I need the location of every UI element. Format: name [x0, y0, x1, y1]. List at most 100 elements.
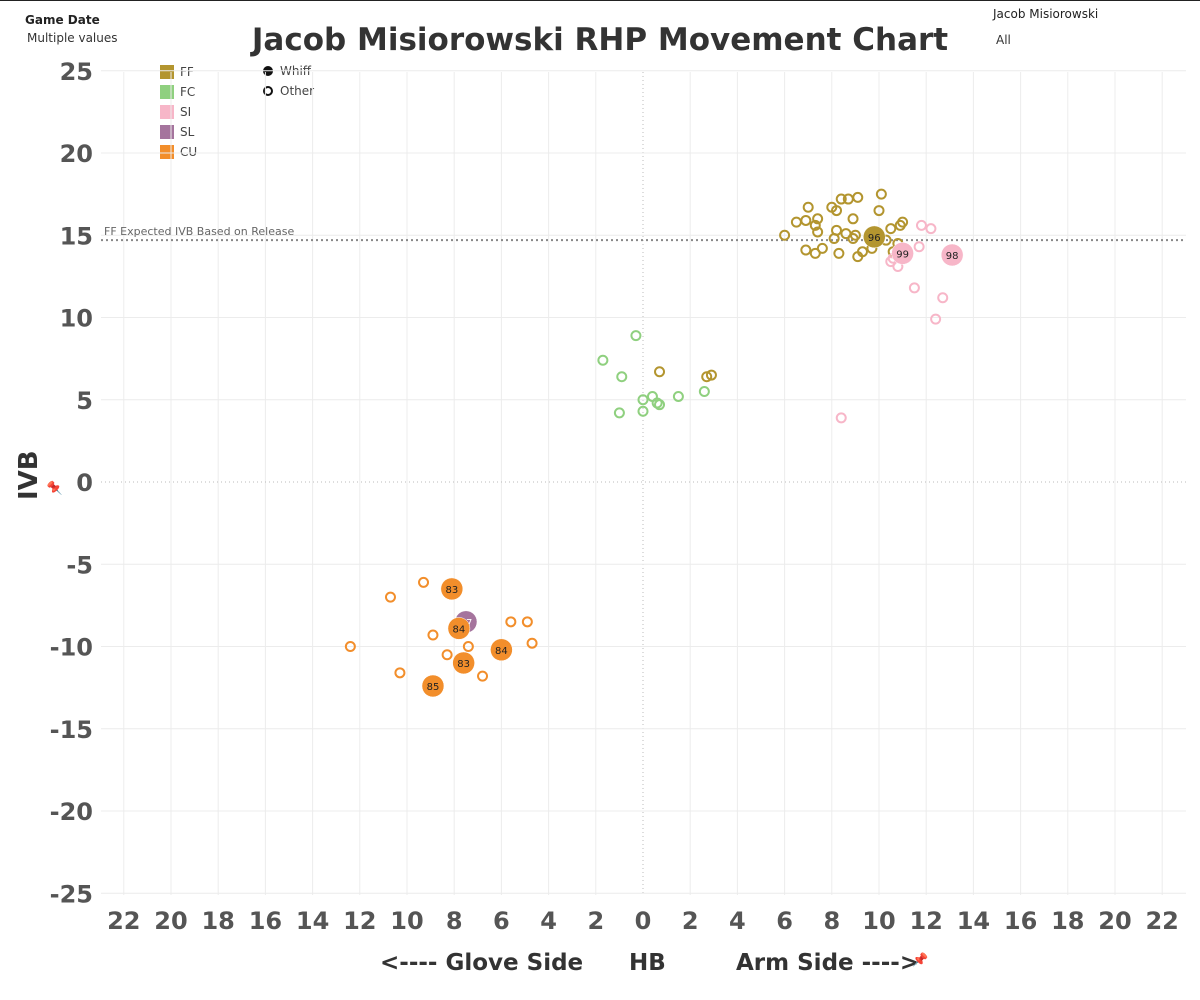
pitch-point-si[interactable]: [930, 313, 942, 325]
pitch-point-ff[interactable]: [897, 216, 909, 228]
pitch-point-fc[interactable]: [654, 399, 666, 411]
pitch-point-si[interactable]: [913, 241, 925, 253]
legend-label-ff: FF: [180, 65, 194, 79]
pin-icon[interactable]: 📌: [48, 479, 63, 496]
top-border: [0, 0, 1200, 1]
y-tick-label: 5: [76, 387, 93, 415]
pitch-point-cu[interactable]: [441, 649, 453, 661]
y-tick-label: 25: [60, 58, 93, 86]
y-axis-label: IVB: [14, 450, 44, 500]
pitch-point-ff[interactable]: [835, 193, 847, 205]
chart-title: Jacob Misiorowski RHP Movement Chart: [251, 22, 949, 58]
pitch-point-si[interactable]: [908, 282, 920, 294]
pitch-point-ff[interactable]: [809, 219, 821, 231]
y-tick-label: -5: [66, 551, 93, 579]
legend-item-other[interactable]: Other: [263, 84, 314, 98]
y-tick-label: 15: [60, 222, 93, 250]
y-axis-title-wrap: IVB 📌: [14, 450, 63, 500]
pitch-point-cu[interactable]: [418, 576, 430, 588]
pitch-point-ff[interactable]: [800, 244, 812, 256]
game-date-filter-label: Game Date: [25, 13, 100, 27]
whiff-point-cu[interactable]: [452, 651, 475, 675]
ff-expected-ivb-label: FF Expected IVB Based on Release: [104, 225, 294, 238]
pitch-point-cu[interactable]: [505, 616, 517, 628]
pitch-point-fc[interactable]: [613, 407, 625, 419]
pitch-point-ff[interactable]: [831, 224, 843, 236]
pitch-point-cu[interactable]: [344, 641, 356, 652]
pitch-point-cu[interactable]: [384, 591, 396, 603]
whiff-point-cu[interactable]: [490, 638, 513, 662]
velocity-label: 84: [495, 646, 508, 657]
grid: [101, 70, 1186, 895]
pitch-point-ff[interactable]: [812, 226, 824, 238]
pitch-point-ff[interactable]: [701, 371, 713, 383]
pitch-point-ff[interactable]: [654, 366, 666, 378]
pitch-point-ff[interactable]: [812, 213, 824, 225]
whiff-point-cu[interactable]: [421, 674, 445, 698]
whiff-point-si[interactable]: [940, 243, 964, 267]
pitch-point-ff[interactable]: [849, 229, 861, 241]
pitch-point-ff[interactable]: [873, 205, 885, 217]
pitch-point-cu[interactable]: [477, 670, 489, 682]
pitch-point-fc[interactable]: [698, 386, 710, 398]
x-axis-label-hb: HB: [629, 950, 666, 976]
x-tick-label: 12: [343, 907, 376, 935]
x-tick-label: 14: [957, 907, 990, 935]
pitch-point-ff[interactable]: [875, 188, 887, 200]
pitch-point-ff[interactable]: [802, 201, 814, 213]
pitcher-filter-label: Jacob Misiorowski: [993, 7, 1099, 21]
legend-label-sl: SL: [180, 125, 195, 139]
pitch-point-si[interactable]: [835, 412, 847, 424]
whiff-point-cu[interactable]: [447, 617, 471, 640]
pitch-point-cu[interactable]: [462, 641, 474, 652]
x-tick-label: 8: [823, 907, 840, 935]
pin-icon[interactable]: 📌: [912, 953, 929, 968]
pitch-point-ff[interactable]: [779, 229, 791, 241]
pitch-point-fc[interactable]: [672, 390, 684, 402]
pitch-point-cu[interactable]: [427, 629, 439, 641]
pitch-point-ff[interactable]: [705, 369, 717, 381]
pitch-point-fc[interactable]: [630, 330, 642, 342]
pitch-point-fc[interactable]: [637, 394, 649, 406]
y-tick-label: -15: [50, 716, 93, 744]
pitch-point-ff[interactable]: [847, 213, 859, 225]
x-tick-label: 18: [1051, 907, 1084, 935]
y-tick-label: 10: [60, 305, 93, 333]
pitch-point-ff[interactable]: [852, 251, 864, 263]
pitch-point-si[interactable]: [925, 223, 937, 235]
pitch-point-fc[interactable]: [637, 405, 649, 417]
x-tick-label: 16: [1004, 907, 1037, 935]
game-date-filter-value[interactable]: Multiple values: [27, 31, 118, 45]
legend-label-other: Other: [280, 84, 315, 98]
pitch-point-cu[interactable]: [521, 616, 533, 628]
pitch-point-si[interactable]: [915, 219, 927, 231]
y-tick-label: -10: [50, 634, 93, 662]
whiff-point-cu[interactable]: [440, 577, 464, 601]
pitcher-filter-value[interactable]: All: [996, 33, 1011, 47]
pitch-point-cu[interactable]: [526, 637, 538, 649]
pitch-point-ff[interactable]: [833, 247, 845, 259]
x-tick-label: 2: [587, 907, 604, 935]
whiff-point-si[interactable]: [891, 242, 914, 265]
whiff-point-ff[interactable]: [863, 225, 886, 249]
velocity-label: 83: [445, 585, 458, 596]
pitch-point-fc[interactable]: [597, 354, 609, 366]
pitch-point-ff[interactable]: [800, 214, 812, 226]
y-tick-label: -25: [50, 880, 93, 908]
pitch-point-ff[interactable]: [885, 223, 897, 235]
x-tick-label: 10: [862, 907, 895, 935]
pitch-point-si[interactable]: [937, 292, 949, 304]
hollow-circle-icon: [263, 86, 273, 96]
pitch-point-ff[interactable]: [809, 247, 821, 259]
pitch-point-ff[interactable]: [790, 216, 802, 228]
legend-label-fc: FC: [180, 85, 196, 99]
pitch-point-cu[interactable]: [394, 667, 406, 679]
legend-label-si: SI: [180, 105, 192, 119]
pitch-point-ff[interactable]: [852, 191, 864, 203]
pitch-point-ff[interactable]: [816, 242, 828, 254]
pitch-point-ff[interactable]: [831, 205, 843, 217]
x-tick-label: 4: [540, 907, 557, 935]
pitch-point-fc[interactable]: [616, 371, 628, 383]
x-axis-label-arm-side: Arm Side ---->: [736, 950, 920, 976]
